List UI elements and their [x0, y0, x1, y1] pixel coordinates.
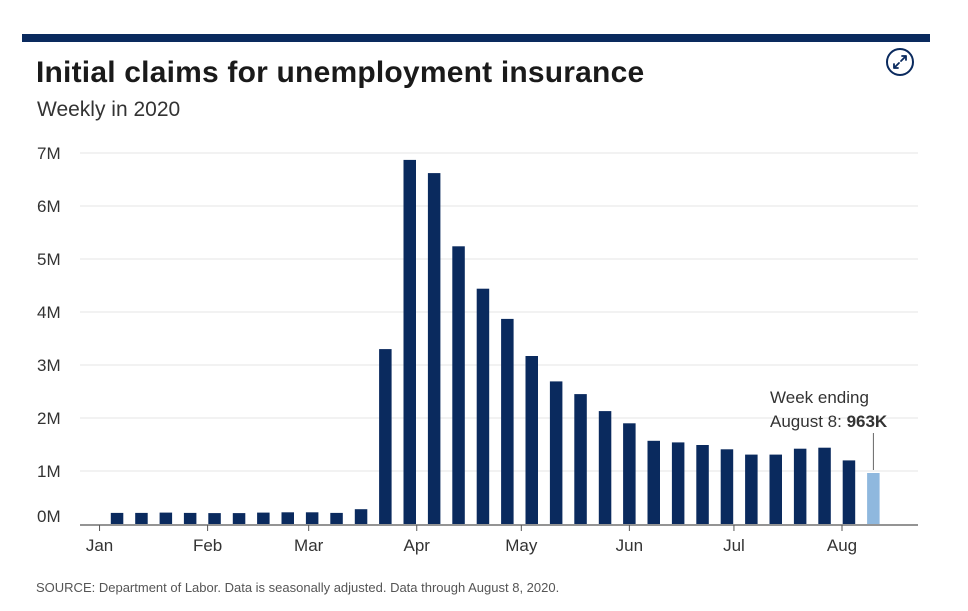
bar-highlight — [867, 473, 880, 524]
x-tick-label: Jul — [723, 536, 745, 555]
x-tick-label: Jun — [616, 536, 643, 555]
bar — [793, 448, 807, 524]
bar — [159, 512, 173, 524]
y-tick-label: 7M — [37, 144, 61, 163]
y-tick-label: 6M — [37, 197, 61, 216]
x-axis-ticks: Jan Feb Mar Apr May Jun Jul Aug — [86, 525, 857, 555]
bar — [769, 454, 782, 524]
bar — [696, 445, 709, 524]
y-tick-label: 4M — [37, 303, 61, 322]
source-note: SOURCE: Department of Labor. Data is sea… — [36, 580, 560, 595]
bar — [135, 512, 148, 524]
x-tick-label: Feb — [193, 536, 222, 555]
bar — [305, 512, 319, 524]
bar — [647, 440, 660, 524]
bar — [525, 356, 538, 524]
bar — [623, 423, 636, 524]
bar — [501, 318, 514, 524]
bars — [110, 159, 880, 525]
bar — [281, 512, 294, 524]
bar — [232, 513, 246, 524]
x-tick-label: Aug — [827, 536, 857, 555]
x-tick-label: Jan — [86, 536, 113, 555]
chart-title: Initial claims for unemployment insuranc… — [36, 56, 645, 89]
x-tick-label: Mar — [294, 536, 324, 555]
bar — [354, 509, 368, 524]
x-tick-label: Apr — [404, 536, 431, 555]
bar — [427, 173, 441, 524]
bar — [598, 411, 612, 524]
annotation-prefix: August 8: — [770, 412, 847, 431]
bar — [452, 246, 465, 525]
expand-button[interactable] — [885, 47, 915, 77]
bar — [818, 447, 831, 524]
bar — [208, 513, 221, 524]
y-tick-label: 0M — [37, 507, 61, 526]
bar — [403, 159, 416, 524]
bar — [110, 512, 124, 524]
bar — [379, 349, 392, 524]
y-tick-label: 5M — [37, 250, 61, 269]
gridlines — [80, 152, 918, 526]
bar — [671, 442, 685, 524]
bar — [330, 512, 343, 524]
bar — [720, 449, 734, 524]
bar — [745, 454, 758, 524]
y-tick-label: 3M — [37, 356, 61, 375]
bar — [257, 512, 270, 524]
annotation: Week ending August 8: 963K — [770, 388, 888, 470]
top-rule — [22, 34, 930, 42]
expand-arrows-icon — [886, 48, 914, 76]
bar — [476, 288, 490, 524]
bar — [549, 381, 563, 524]
chart-subtitle: Weekly in 2020 — [37, 98, 181, 121]
bar — [842, 460, 856, 524]
y-tick-label: 1M — [37, 462, 61, 481]
bar — [574, 394, 587, 524]
y-tick-label: 2M — [37, 409, 61, 428]
x-tick-label: May — [505, 536, 538, 555]
bar — [183, 512, 197, 524]
annotation-value: 963K — [847, 412, 888, 431]
annotation-line-1: Week ending — [770, 388, 869, 407]
annotation-line-2: August 8: 963K — [770, 412, 888, 431]
y-axis-ticks: 0M 1M 2M 3M 4M 5M 6M 7M — [37, 144, 61, 526]
